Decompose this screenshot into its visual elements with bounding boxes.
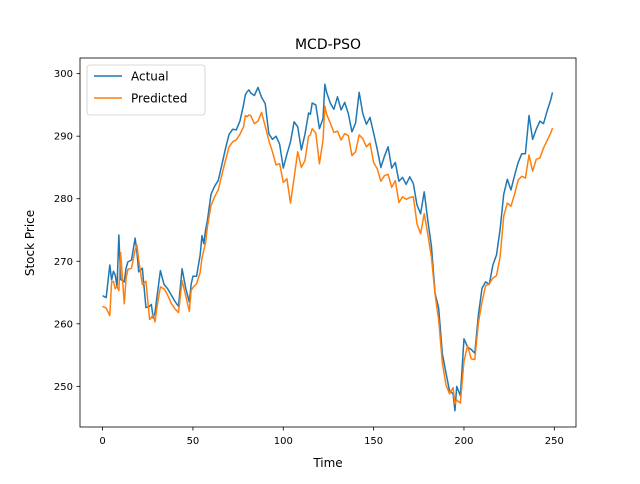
y-tick-label: 290: [54, 132, 73, 143]
legend-label-predicted: Predicted: [131, 92, 187, 106]
x-tick-label: 0: [99, 436, 105, 447]
y-tick-label: 270: [54, 257, 73, 268]
y-tick-label: 250: [54, 382, 73, 393]
x-tick-label: 100: [274, 436, 293, 447]
x-tick-label: 150: [364, 436, 383, 447]
legend: Actual Predicted: [87, 65, 205, 115]
chart-title: MCD-PSO: [295, 37, 361, 53]
y-tick-label: 280: [54, 194, 73, 205]
legend-label-actual: Actual: [131, 70, 169, 84]
x-tick-label: 250: [545, 436, 564, 447]
x-tick-label: 50: [187, 436, 200, 447]
x-axis-label: Time: [312, 456, 342, 470]
x-tick-label: 200: [454, 436, 473, 447]
y-axis-label: Stock Price: [23, 210, 37, 276]
y-tick-label: 300: [54, 69, 73, 80]
y-tick-label: 260: [54, 319, 73, 330]
